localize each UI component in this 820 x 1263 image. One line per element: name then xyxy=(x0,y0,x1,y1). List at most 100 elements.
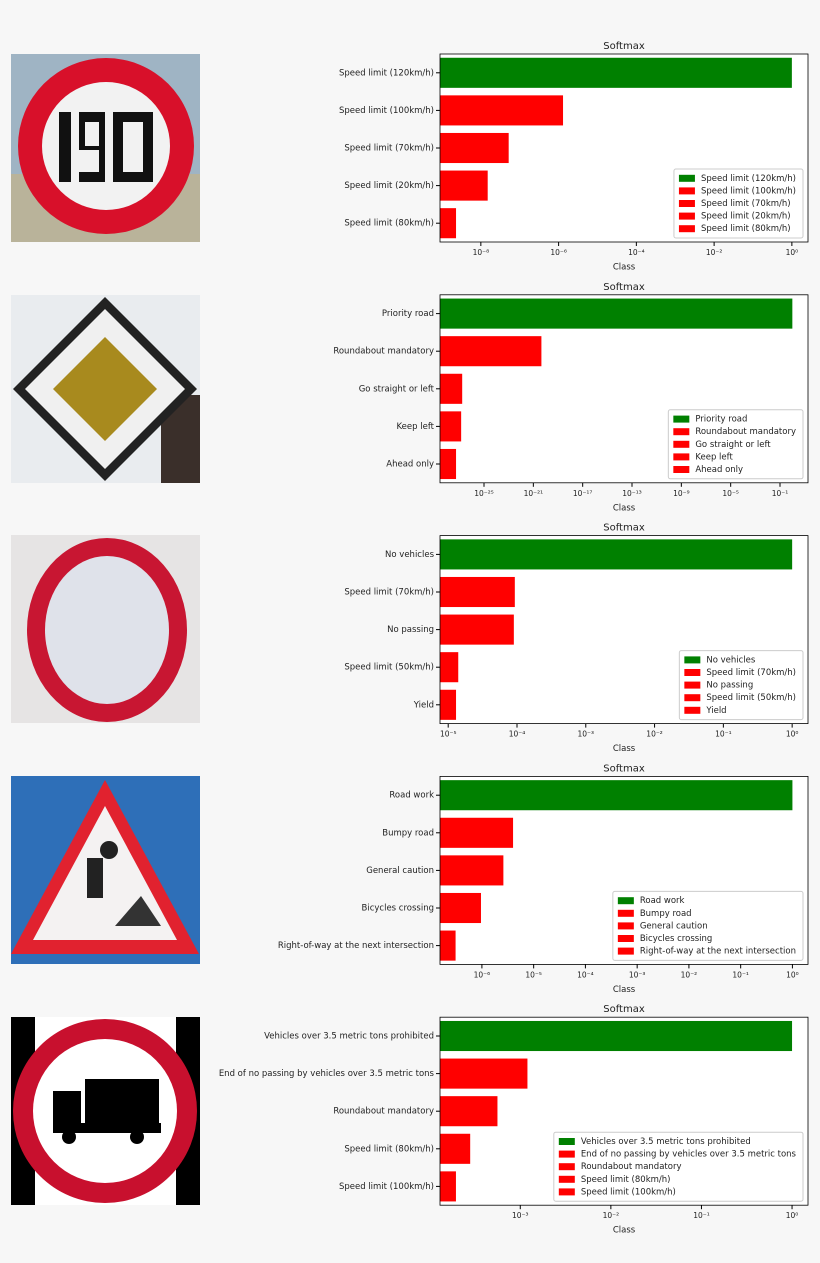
legend-swatch xyxy=(673,428,690,436)
y-tick-label: Road work xyxy=(389,791,434,801)
x-tick-label: 10⁻¹ xyxy=(693,1211,710,1220)
legend: Speed limit (120km/h) Speed limit (100km/… xyxy=(673,168,804,239)
legend-box xyxy=(678,650,804,721)
legend-swatch xyxy=(678,174,695,182)
legend-label: Road work xyxy=(640,896,685,906)
y-tick-label: Speed limit (20km/h) xyxy=(344,181,434,191)
y-tick-label: Speed limit (70km/h) xyxy=(344,588,434,598)
axes-frame xyxy=(439,1016,809,1206)
y-tick-label: Speed limit (50km/h) xyxy=(344,663,434,673)
legend-swatch xyxy=(684,681,701,689)
legend-label: No vehicles xyxy=(706,655,756,665)
y-tick-label: Go straight or left xyxy=(359,384,435,394)
x-axis-label: Class xyxy=(613,744,636,754)
bar xyxy=(440,208,457,239)
chart-title: Softmax xyxy=(603,41,645,52)
legend-label: Yield xyxy=(705,706,726,716)
legend-swatch xyxy=(617,947,634,955)
legend-swatch xyxy=(558,1138,575,1145)
bar xyxy=(440,1020,793,1052)
legend-label: Vehicles over 3.5 metric tons prohibited xyxy=(581,1137,751,1147)
x-tick-label: 10⁰ xyxy=(786,730,799,739)
bar xyxy=(440,1171,456,1202)
bar xyxy=(440,614,514,645)
legend-box xyxy=(612,890,804,961)
x-tick-label: 10⁰ xyxy=(786,970,799,979)
legend-swatch xyxy=(678,225,695,233)
bar xyxy=(440,373,463,404)
y-tick-label: Bumpy road xyxy=(382,828,434,838)
legend-swatch xyxy=(684,656,701,664)
y-tick-label: Roundabout mandatory xyxy=(333,1107,434,1117)
y-tick-label: Keep left xyxy=(397,422,435,432)
legend-label: Speed limit (20km/h) xyxy=(701,212,791,222)
legend-swatch xyxy=(558,1175,575,1183)
chart-title: Softmax xyxy=(603,763,645,774)
sign-image xyxy=(11,535,200,723)
legend-label: No passing xyxy=(706,681,753,691)
x-tick-label: 10⁻⁹ xyxy=(673,489,690,498)
legend-label: Priority road xyxy=(695,415,747,425)
axes-frame xyxy=(439,294,809,484)
bar xyxy=(440,1058,528,1089)
bar xyxy=(440,1133,471,1164)
sign-image xyxy=(11,776,200,964)
bar xyxy=(440,336,542,367)
bar xyxy=(440,1096,498,1127)
x-tick-label: 10⁻¹ xyxy=(732,970,749,979)
y-tick-label: Bicycles crossing xyxy=(362,904,434,914)
bar xyxy=(440,855,504,886)
x-tick-label: 10⁻³ xyxy=(512,1211,529,1220)
legend-box xyxy=(673,168,804,239)
sign-image xyxy=(11,295,200,483)
x-axis-label: Class xyxy=(613,985,636,995)
legend-label: Keep left xyxy=(695,452,733,462)
bar xyxy=(440,817,514,848)
legend-label: Speed limit (120km/h) xyxy=(701,174,796,184)
y-tick-label: Roundabout mandatory xyxy=(333,347,434,357)
legend-label: Speed limit (70km/h) xyxy=(701,199,791,209)
y-tick-label: No passing xyxy=(387,625,434,635)
bar xyxy=(440,892,481,924)
x-tick-label: 10⁻⁴ xyxy=(577,970,594,979)
legend-swatch xyxy=(684,706,701,714)
y-tick-label: Speed limit (120km/h) xyxy=(339,68,434,78)
x-tick-label: 10⁻² xyxy=(681,970,698,979)
axes-frame xyxy=(439,535,809,724)
legend-swatch xyxy=(678,212,695,220)
x-axis-label: Class xyxy=(613,263,636,273)
legend-label: End of no passing by vehicles over 3.5 m… xyxy=(581,1150,797,1160)
y-tick-label: Yield xyxy=(413,700,434,710)
bar xyxy=(440,132,509,164)
legend-label: Speed limit (80km/h) xyxy=(581,1175,671,1185)
legend-label: General caution xyxy=(640,921,708,931)
legend-swatch xyxy=(558,1150,575,1158)
x-axis-label: Class xyxy=(613,503,636,513)
legend-swatch xyxy=(617,935,634,942)
y-tick-label: End of no passing by vehicles over 3.5 m… xyxy=(219,1069,435,1079)
legend-label: Speed limit (70km/h) xyxy=(706,668,796,678)
legend-swatch xyxy=(673,466,690,473)
legend-label: Speed limit (100km/h) xyxy=(581,1187,676,1197)
x-tick-label: 10⁻⁵ xyxy=(525,970,542,979)
x-tick-label: 10⁻² xyxy=(603,1211,620,1220)
legend-label: Right-of-way at the next intersection xyxy=(640,947,796,957)
y-tick-label: Speed limit (80km/h) xyxy=(344,1144,434,1154)
legend-label: Ahead only xyxy=(695,465,743,475)
x-tick-label: 10⁻⁴ xyxy=(509,730,526,739)
y-tick-label: Priority road xyxy=(382,309,434,319)
legend-swatch xyxy=(673,453,690,461)
axes-frame xyxy=(439,53,809,243)
legend-box xyxy=(667,409,804,480)
legend-swatch xyxy=(673,440,690,448)
legend-label: Roundabout mandatory xyxy=(695,427,796,437)
legend-swatch xyxy=(617,897,634,905)
legend-label: Speed limit (50km/h) xyxy=(706,693,796,703)
x-tick-label: 10⁻¹⁷ xyxy=(573,489,593,498)
legend-swatch xyxy=(558,1188,575,1196)
x-tick-label: 10⁻² xyxy=(646,730,663,739)
legend-swatch xyxy=(673,415,690,423)
y-tick-label: Speed limit (80km/h) xyxy=(344,219,434,229)
x-tick-label: 10⁻³ xyxy=(629,970,646,979)
